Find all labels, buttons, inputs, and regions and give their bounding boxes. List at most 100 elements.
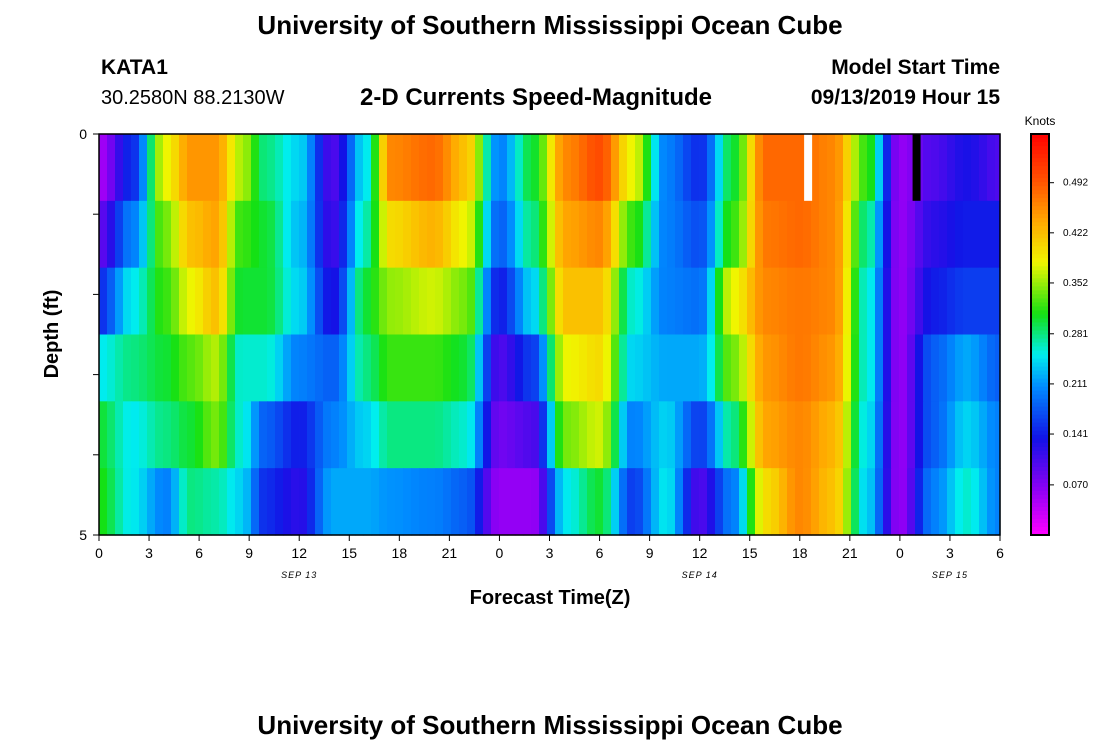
heatmap-cell: [291, 267, 300, 336]
heatmap-cell: [339, 134, 348, 202]
heatmap-cell: [483, 134, 492, 202]
heatmap-cell: [931, 468, 940, 536]
heatmap-cell: [875, 134, 884, 202]
heatmap-cell: [283, 334, 292, 402]
x-tick-label: 3: [145, 545, 153, 561]
heatmap-cell: [867, 200, 876, 269]
heatmap-cell: [603, 267, 612, 336]
heatmap-cell: [443, 267, 452, 336]
heatmap-cell: [419, 267, 428, 336]
heatmap-cell: [963, 401, 972, 469]
y-axis-label: Depth (ft): [41, 290, 63, 379]
heatmap-cell: [483, 334, 492, 402]
heatmap-cell: [627, 200, 636, 269]
heatmap-cell: [571, 200, 580, 269]
colorbar-swatch: [1031, 358, 1049, 364]
heatmap-cell: [595, 267, 604, 336]
heatmap-cell: [355, 134, 364, 202]
heatmap-cell: [787, 334, 796, 402]
heatmap-cell: [835, 200, 844, 269]
heatmap-cell: [995, 200, 1001, 269]
heatmap-cell: [691, 401, 700, 469]
heatmap-cell: [195, 134, 204, 202]
heatmap-cell: [275, 200, 284, 269]
heatmap-cell: [931, 267, 940, 336]
heatmap-cell: [963, 267, 972, 336]
heatmap-cell: [107, 200, 116, 269]
heatmap-cell: [691, 334, 700, 402]
heatmap-cell: [291, 334, 300, 402]
heatmap-cell: [643, 468, 652, 536]
heatmap-cell: [235, 134, 244, 202]
heatmap-cell: [107, 134, 116, 202]
heatmap-cell: [579, 200, 588, 269]
heatmap-cell: [155, 267, 164, 336]
heatmap-cell: [523, 468, 532, 536]
heatmap-cell: [571, 334, 580, 402]
heatmap-cell: [747, 134, 756, 202]
heatmap-cell: [147, 134, 156, 202]
heatmap-cell: [659, 134, 668, 202]
heatmap-cell: [267, 200, 276, 269]
colorbar-swatch: [1031, 250, 1049, 255]
heatmap-cell: [203, 134, 212, 202]
colorbar-swatch: [1031, 286, 1049, 291]
heatmap-cell: [851, 200, 860, 269]
heatmap-cell: [947, 401, 956, 469]
heatmap-cell: [427, 468, 436, 536]
heatmap-cell: [499, 200, 508, 269]
heatmap-cell: [499, 134, 508, 202]
heatmap-cell: [851, 468, 860, 536]
heatmap-cell: [339, 401, 348, 469]
heatmap-cell: [755, 200, 764, 269]
heatmap-cell: [883, 334, 892, 402]
x-tick-label: 9: [646, 545, 654, 561]
heatmap-cell: [715, 267, 724, 336]
heatmap-cell: [987, 401, 996, 469]
heatmap-cell: [627, 134, 636, 202]
heatmap-cell: [443, 200, 452, 269]
heatmap-cell: [515, 401, 524, 469]
heatmap-cell: [659, 200, 668, 269]
colorbar-tick-label: 0.070: [1063, 480, 1088, 491]
heatmap-cell: [995, 267, 1001, 336]
heatmap-cell: [531, 267, 540, 336]
heatmap-cell: [859, 134, 868, 202]
heatmap-cell: [739, 200, 748, 269]
colorbar-swatch: [1031, 370, 1049, 376]
heatmap-cell: [963, 134, 972, 202]
colorbar-swatch: [1031, 254, 1049, 259]
model-start-value: 09/13/2019 Hour 15: [810, 86, 1000, 109]
heatmap-cell: [515, 200, 524, 269]
heatmap-cell: [531, 401, 540, 469]
heatmap-cell: [411, 468, 420, 536]
heatmap-cell: [523, 200, 532, 269]
heatmap-cell: [595, 134, 604, 202]
heatmap-cell: [907, 401, 916, 469]
heatmap-cell: [443, 134, 452, 202]
heatmap-cell: [619, 401, 628, 469]
heatmap-cell: [939, 267, 948, 336]
colorbar-swatch: [1031, 398, 1049, 404]
heatmap-cell: [371, 401, 380, 469]
heatmap-cell: [475, 468, 484, 536]
heatmap-cell: [507, 468, 516, 536]
heatmap-cell: [267, 267, 276, 336]
heatmap-cell: [555, 200, 564, 269]
heatmap-cell: [891, 401, 900, 469]
heatmap-cell: [219, 468, 228, 536]
heatmap-cell: [827, 267, 836, 336]
heatmap-cell: [619, 334, 628, 402]
heatmap-cell: [627, 267, 636, 336]
colorbar-swatch: [1031, 442, 1049, 448]
heatmap-cell: [867, 401, 876, 469]
heatmap-cell: [331, 468, 340, 536]
heatmap-cell: [995, 134, 1001, 202]
x-tick-label: 15: [742, 545, 758, 561]
heatmap-cell: [987, 134, 996, 202]
heatmap-cell: [587, 200, 596, 269]
heatmap-cell: [867, 334, 876, 402]
heatmap-cell: [371, 468, 380, 536]
heatmap-cell: [299, 267, 308, 336]
colorbar-swatch: [1031, 438, 1049, 444]
